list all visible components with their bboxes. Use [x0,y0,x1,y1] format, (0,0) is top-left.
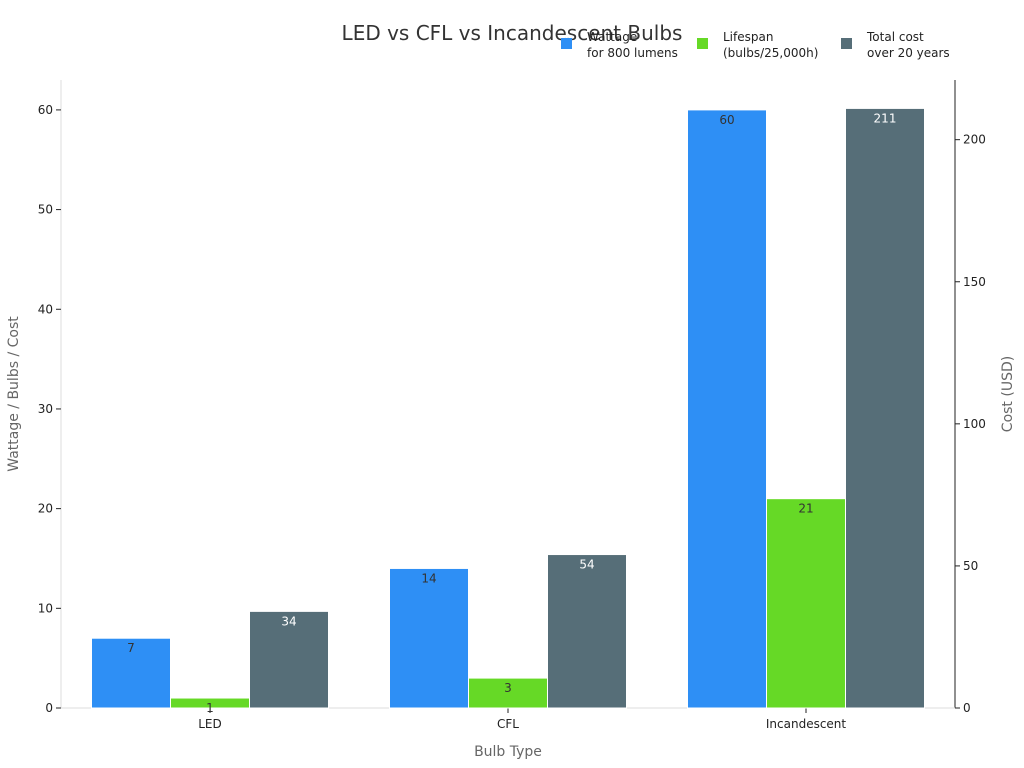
legend-label: Total cost over 20 years [866,30,950,60]
bar [845,107,925,709]
bar [249,610,329,709]
legend-label: Lifespan (bulbs/25,000h) [723,30,818,60]
legend-label: Wattage for 800 lumens [587,30,678,60]
bar-value-label: 1 [206,701,214,715]
y-tick-label: 60 [38,103,53,117]
bars [91,107,925,709]
y-right-tick-label: 50 [963,559,978,573]
x-axis-title: Bulb Type [474,744,542,760]
bar-value-label: 21 [798,502,813,516]
bar [468,677,548,709]
legend-swatch [697,38,708,49]
y-tick-label: 30 [38,402,53,416]
bar-value-label: 7 [127,641,135,655]
bar [91,637,171,709]
legend-swatch [561,38,572,49]
chart-title: LED vs CFL vs Incandescent Bulbs [342,21,683,45]
bar [389,567,469,709]
x-tick-label: CFL [497,717,519,731]
bar [547,554,627,709]
bar-value-label: 60 [719,113,734,127]
y-right-tick-label: 150 [963,275,986,289]
y-tick-label: 40 [38,302,53,316]
legend: Wattage for 800 lumens Lifespan (bulbs/25,0… [561,30,950,60]
y-tick-label: 20 [38,502,53,516]
bar [766,498,846,709]
bar-value-label: 3 [504,681,512,695]
x-tick-label: LED [198,717,222,731]
y-axis-right-title: Cost (USD) [1000,356,1016,432]
legend-swatch [841,38,852,49]
bar-value-label: 54 [579,558,594,572]
y-tick-label: 0 [45,701,53,715]
y-right-tick-label: 0 [963,701,971,715]
y-axis-title: Wattage / Bulbs / Cost [6,316,22,472]
bar-value-label: 34 [281,614,296,628]
bar-value-label: 211 [874,111,897,125]
bar [687,109,767,709]
y-right-tick-label: 100 [963,417,986,431]
y-tick-label: 10 [38,601,53,615]
y-right-tick-label: 200 [963,133,986,147]
data-labels: 7 1 34 14 3 54 60 21 211 [127,111,896,715]
x-tick-label: Incandescent [766,717,847,731]
bar-value-label: 14 [421,571,436,585]
y-tick-label: 50 [38,203,53,217]
